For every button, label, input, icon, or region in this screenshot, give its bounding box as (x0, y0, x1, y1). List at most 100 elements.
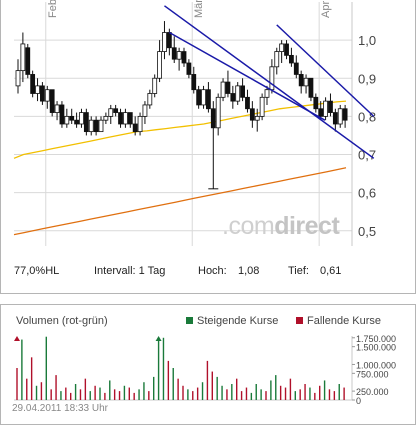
candle-body (293, 62, 299, 75)
candle-body (225, 81, 231, 94)
moving-average-long (13, 167, 347, 236)
trend-line (168, 31, 326, 121)
price-chart-panel (0, 0, 416, 294)
candle-body (54, 104, 60, 113)
price-chart: 1,0 0,9 0,8 0,7 0,6 0,5 Feb Mär Apr (13, 0, 376, 246)
candle-body (59, 104, 65, 125)
candle-body (220, 81, 226, 98)
volume-y-tick-label: 1.750.000 (356, 334, 396, 344)
candle-body (206, 89, 211, 110)
candle-body (20, 43, 26, 72)
hl-info: 77,0%HL (14, 265, 60, 277)
candle-body (289, 54, 294, 64)
candle-body (74, 119, 79, 125)
y-tick-label: 0,5 (358, 224, 376, 239)
candle-body (108, 108, 114, 117)
candle-body (318, 108, 324, 117)
candle-body (235, 85, 241, 102)
y-tick-label: 0,6 (358, 186, 376, 201)
legend-down-swatch (296, 317, 303, 324)
candle-body (83, 112, 89, 133)
candle-body (191, 74, 197, 91)
candle-body (240, 85, 245, 98)
candle-body (49, 89, 55, 113)
timestamp: 29.04.2011 18:33 Uhr (12, 403, 109, 414)
volume-peak-arrow (14, 336, 20, 341)
candle-body (79, 112, 84, 125)
volume-y-tick-label: 1.500.000 (356, 343, 396, 353)
comdirect-watermark: .comdirect (222, 212, 340, 240)
candle-body (284, 43, 289, 56)
candle-body (249, 108, 255, 121)
candle-body (337, 108, 343, 125)
y-tick-label: 0,8 (358, 109, 376, 124)
candle-body (181, 51, 187, 64)
candle-body (279, 43, 285, 52)
candle-body (259, 96, 265, 117)
x-tick-label: Mär (193, 0, 205, 18)
volume-y-tick-label: 250.000 (356, 387, 389, 397)
trend-line (276, 24, 375, 117)
candle-body (332, 112, 338, 125)
volume-peak-arrow (155, 336, 162, 341)
candle-body (328, 100, 333, 113)
interval-info: Intervall: 1 Tag (94, 265, 166, 277)
candle-body (142, 104, 148, 117)
candle-body (254, 115, 260, 121)
candle-body (103, 115, 109, 121)
y-tick-label: 0,7 (358, 148, 376, 163)
y-tick-label: 0,9 (358, 71, 376, 86)
candle-body (303, 77, 309, 87)
volume-y-tick-label: 750.000 (356, 369, 389, 379)
candle-body (215, 96, 221, 129)
legend-down-label: Fallende Kurse (307, 315, 381, 327)
candle-body (127, 112, 133, 125)
candle-body (176, 51, 182, 60)
candle-body (210, 108, 216, 129)
y-tick-label: 1,0 (358, 33, 376, 48)
candle-body (313, 96, 319, 110)
candle-body (323, 100, 328, 117)
candle-body (69, 115, 75, 121)
legend-up: Steigende Kurse (186, 315, 278, 327)
x-tick-label: Feb (47, 0, 59, 18)
candle-body (342, 108, 348, 121)
candle-body (264, 89, 270, 98)
candle-body (98, 119, 104, 133)
candle-body (274, 51, 280, 68)
candle-body (113, 108, 119, 113)
candle-body (157, 51, 162, 79)
candle-body (118, 112, 123, 125)
legend-up-label: Steigende Kurse (197, 315, 279, 327)
candle-body (152, 77, 158, 94)
candle-body (298, 74, 304, 87)
candle-body (230, 93, 236, 102)
tief-label: Tief: (288, 265, 309, 277)
hoch-label: Hoch: (198, 265, 227, 277)
candle-body (162, 32, 167, 52)
candle-body (40, 85, 45, 102)
candle-body (123, 112, 128, 125)
candle-body (44, 89, 50, 102)
candle-body (245, 96, 250, 110)
candle-body (93, 119, 99, 133)
volume-y-tick-label: 0 (356, 396, 361, 406)
candle-body (171, 47, 177, 60)
x-tick-label: Apr (320, 1, 332, 18)
candle-body (132, 123, 138, 133)
candle-body (186, 62, 192, 75)
candle-body (64, 115, 70, 125)
candle-body (30, 74, 36, 94)
legend-down: Fallende Kurse (296, 315, 381, 327)
candle-body (25, 47, 31, 75)
trend-line (164, 5, 375, 159)
candle-body (88, 119, 94, 133)
legend-up-swatch (186, 317, 193, 324)
volume-title: Volumen (rot-grün) (16, 315, 108, 327)
moving-average-short (13, 100, 347, 159)
candle-body (201, 89, 206, 106)
candle-body (147, 93, 153, 106)
hoch-value: 1,08 (238, 265, 260, 277)
tief-value: 0,61 (320, 265, 342, 277)
candle-body (308, 77, 314, 98)
